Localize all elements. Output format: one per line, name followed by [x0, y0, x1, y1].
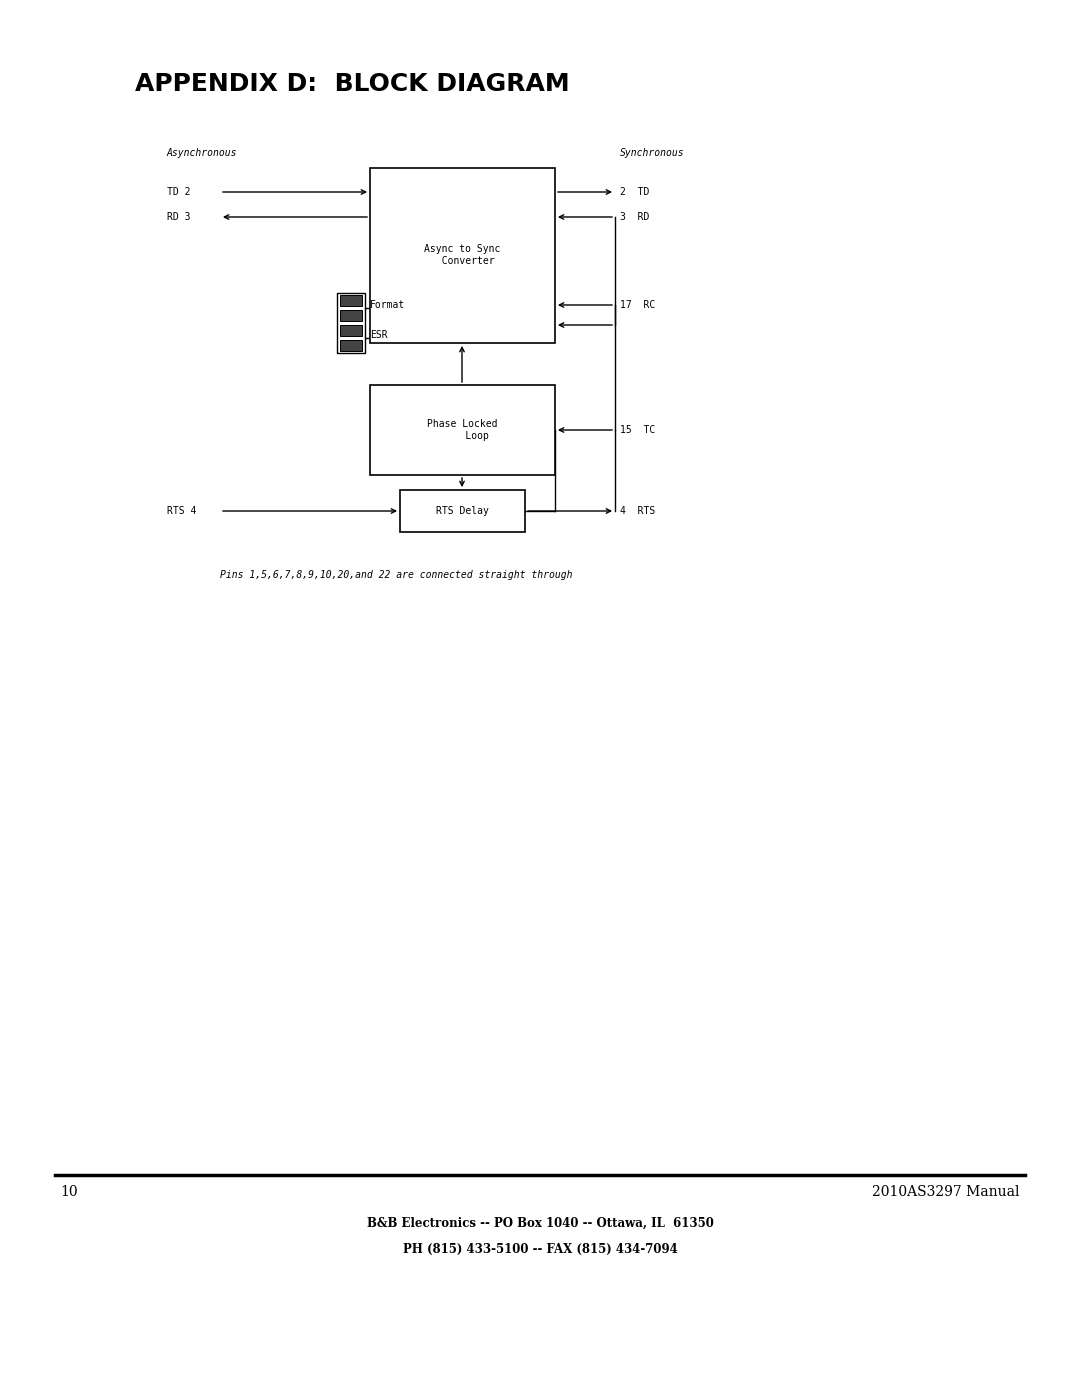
Text: 2010AS3297 Manual: 2010AS3297 Manual: [873, 1185, 1020, 1199]
Text: RTS Delay: RTS Delay: [435, 506, 488, 515]
Text: Phase Locked
     Loop: Phase Locked Loop: [427, 419, 497, 441]
Text: 15  TC: 15 TC: [620, 425, 656, 434]
Text: Synchronous: Synchronous: [620, 148, 685, 158]
Bar: [340, 326, 362, 337]
Bar: [340, 339, 362, 351]
Text: RTS 4: RTS 4: [167, 506, 197, 515]
Bar: [370, 386, 555, 475]
Text: 2  TD: 2 TD: [620, 187, 649, 197]
Text: 17  RC: 17 RC: [620, 300, 656, 310]
Text: B&B Electronics -- PO Box 1040 -- Ottawa, IL  61350: B&B Electronics -- PO Box 1040 -- Ottawa…: [366, 1217, 714, 1229]
Text: Async to Sync
  Converter: Async to Sync Converter: [423, 244, 500, 265]
Text: Pins 1,5,6,7,8,9,10,20,and 22 are connected straight through: Pins 1,5,6,7,8,9,10,20,and 22 are connec…: [220, 570, 572, 580]
Text: TD 2: TD 2: [167, 187, 190, 197]
Text: 3  RD: 3 RD: [620, 212, 649, 222]
Bar: [400, 490, 525, 532]
Text: APPENDIX D:  BLOCK DIAGRAM: APPENDIX D: BLOCK DIAGRAM: [135, 73, 569, 96]
Text: ESR: ESR: [370, 330, 388, 339]
Bar: [340, 295, 362, 306]
Text: RD 3: RD 3: [167, 212, 190, 222]
Text: Format: Format: [370, 300, 405, 310]
Bar: [337, 293, 365, 353]
Text: 10: 10: [60, 1185, 78, 1199]
Text: PH (815) 433-5100 -- FAX (815) 434-7094: PH (815) 433-5100 -- FAX (815) 434-7094: [403, 1243, 677, 1256]
Text: Asynchronous: Asynchronous: [167, 148, 238, 158]
Bar: [370, 168, 555, 344]
Text: 4  RTS: 4 RTS: [620, 506, 656, 515]
Bar: [340, 310, 362, 321]
